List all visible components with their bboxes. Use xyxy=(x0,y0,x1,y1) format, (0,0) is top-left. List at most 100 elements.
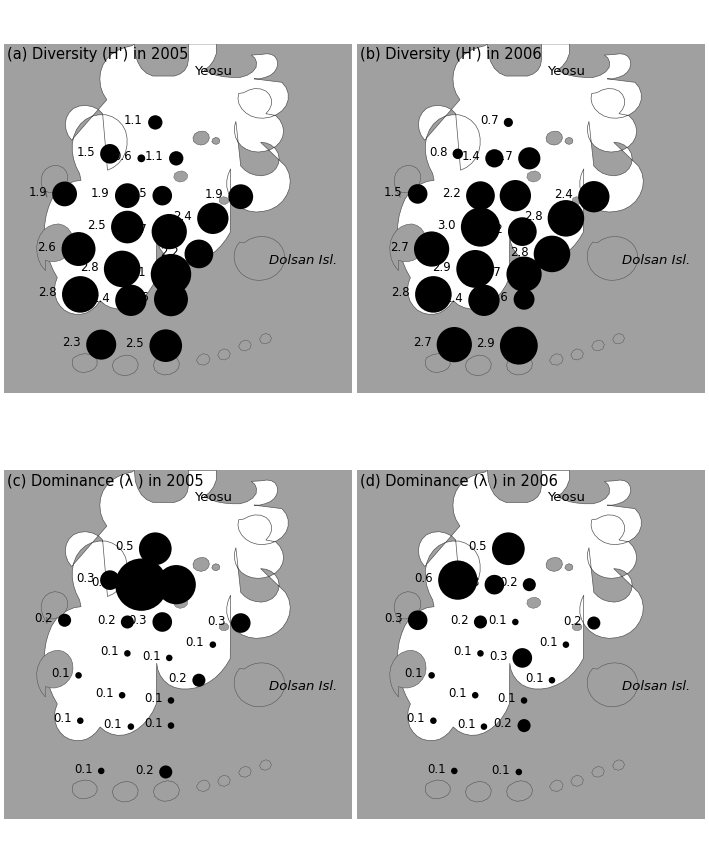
Circle shape xyxy=(86,330,116,360)
Circle shape xyxy=(128,723,134,730)
Polygon shape xyxy=(572,623,582,631)
Polygon shape xyxy=(196,780,210,791)
Polygon shape xyxy=(259,759,272,771)
Circle shape xyxy=(139,532,172,565)
Text: 0.1: 0.1 xyxy=(100,646,119,658)
Text: 2.2: 2.2 xyxy=(484,224,503,236)
Text: 1.4: 1.4 xyxy=(462,150,480,163)
Circle shape xyxy=(138,154,145,162)
Polygon shape xyxy=(613,333,625,344)
Text: 0.1: 0.1 xyxy=(104,718,123,731)
Text: 2.6: 2.6 xyxy=(130,291,149,304)
Text: 0.5: 0.5 xyxy=(468,540,487,553)
Polygon shape xyxy=(154,781,179,801)
Polygon shape xyxy=(41,592,68,624)
Text: 0.3: 0.3 xyxy=(207,614,225,627)
Circle shape xyxy=(52,181,77,206)
Text: 0.1: 0.1 xyxy=(144,717,162,730)
Circle shape xyxy=(169,151,184,166)
Circle shape xyxy=(485,575,504,595)
Polygon shape xyxy=(239,766,251,778)
Text: 0.2: 0.2 xyxy=(493,717,513,730)
Circle shape xyxy=(521,697,527,703)
Text: 0.1: 0.1 xyxy=(186,636,204,650)
Circle shape xyxy=(587,616,601,630)
Circle shape xyxy=(408,184,428,204)
Circle shape xyxy=(468,285,500,316)
Polygon shape xyxy=(507,355,532,375)
Circle shape xyxy=(461,207,500,247)
Circle shape xyxy=(474,615,487,628)
Text: 2.5: 2.5 xyxy=(125,337,144,350)
Text: 0.6: 0.6 xyxy=(133,576,151,589)
Polygon shape xyxy=(546,131,562,145)
Polygon shape xyxy=(234,236,285,280)
Text: 0.2: 0.2 xyxy=(564,614,582,627)
Text: (b) Diversity (H') in 2006: (b) Diversity (H') in 2006 xyxy=(360,47,542,62)
Circle shape xyxy=(457,250,494,288)
Circle shape xyxy=(430,717,437,724)
Polygon shape xyxy=(571,349,584,360)
Text: 1.5: 1.5 xyxy=(128,187,147,200)
Text: 0.1: 0.1 xyxy=(53,713,72,726)
Polygon shape xyxy=(425,354,450,373)
Text: 1.9: 1.9 xyxy=(91,187,110,200)
Text: 1.5: 1.5 xyxy=(384,186,403,198)
Circle shape xyxy=(408,610,428,630)
Text: 2.8: 2.8 xyxy=(524,210,542,224)
Circle shape xyxy=(504,118,513,127)
Text: 0.1: 0.1 xyxy=(489,614,507,627)
Circle shape xyxy=(111,211,144,243)
Text: 2.3: 2.3 xyxy=(62,337,81,350)
Circle shape xyxy=(506,256,542,292)
Polygon shape xyxy=(45,44,290,314)
Polygon shape xyxy=(592,766,604,778)
Text: 0.8: 0.8 xyxy=(429,146,447,159)
Polygon shape xyxy=(549,780,563,791)
Circle shape xyxy=(518,148,540,169)
Text: 0.3: 0.3 xyxy=(77,572,95,585)
Polygon shape xyxy=(218,349,230,360)
Polygon shape xyxy=(394,592,421,624)
Circle shape xyxy=(154,282,188,316)
Circle shape xyxy=(210,641,216,648)
Text: 0.3: 0.3 xyxy=(461,576,479,589)
Text: 0.1: 0.1 xyxy=(405,667,423,680)
Circle shape xyxy=(534,236,570,272)
Text: 0.2: 0.2 xyxy=(34,612,52,625)
Polygon shape xyxy=(212,137,220,144)
Circle shape xyxy=(477,650,484,657)
Text: 0.1: 0.1 xyxy=(427,763,446,776)
Circle shape xyxy=(563,641,569,648)
Polygon shape xyxy=(72,780,97,799)
Circle shape xyxy=(77,717,84,724)
Text: 0.2: 0.2 xyxy=(450,614,469,627)
Text: 0.1: 0.1 xyxy=(74,763,93,776)
Text: Yeosu: Yeosu xyxy=(194,65,232,78)
Text: 0.3: 0.3 xyxy=(129,614,147,627)
Text: 3.0: 3.0 xyxy=(437,219,456,232)
Polygon shape xyxy=(212,564,220,570)
Circle shape xyxy=(578,181,610,212)
Text: 2.7: 2.7 xyxy=(482,266,501,279)
Polygon shape xyxy=(565,564,573,570)
Circle shape xyxy=(98,768,104,774)
Circle shape xyxy=(437,327,472,362)
Text: 2.4: 2.4 xyxy=(554,188,573,201)
Polygon shape xyxy=(196,354,210,365)
Polygon shape xyxy=(72,354,97,373)
Polygon shape xyxy=(466,781,491,802)
Text: 0.1: 0.1 xyxy=(492,764,510,777)
Polygon shape xyxy=(398,470,643,740)
Text: 0.1: 0.1 xyxy=(457,718,476,731)
Text: 2.8: 2.8 xyxy=(510,246,528,259)
Circle shape xyxy=(152,612,172,632)
Circle shape xyxy=(197,203,228,234)
Text: 0.1: 0.1 xyxy=(95,687,113,700)
Polygon shape xyxy=(37,224,73,271)
Text: 2.5: 2.5 xyxy=(87,219,106,232)
Text: 3.1: 3.1 xyxy=(127,266,145,279)
Text: 2.7: 2.7 xyxy=(390,241,409,254)
Polygon shape xyxy=(218,775,230,786)
Circle shape xyxy=(518,719,530,732)
